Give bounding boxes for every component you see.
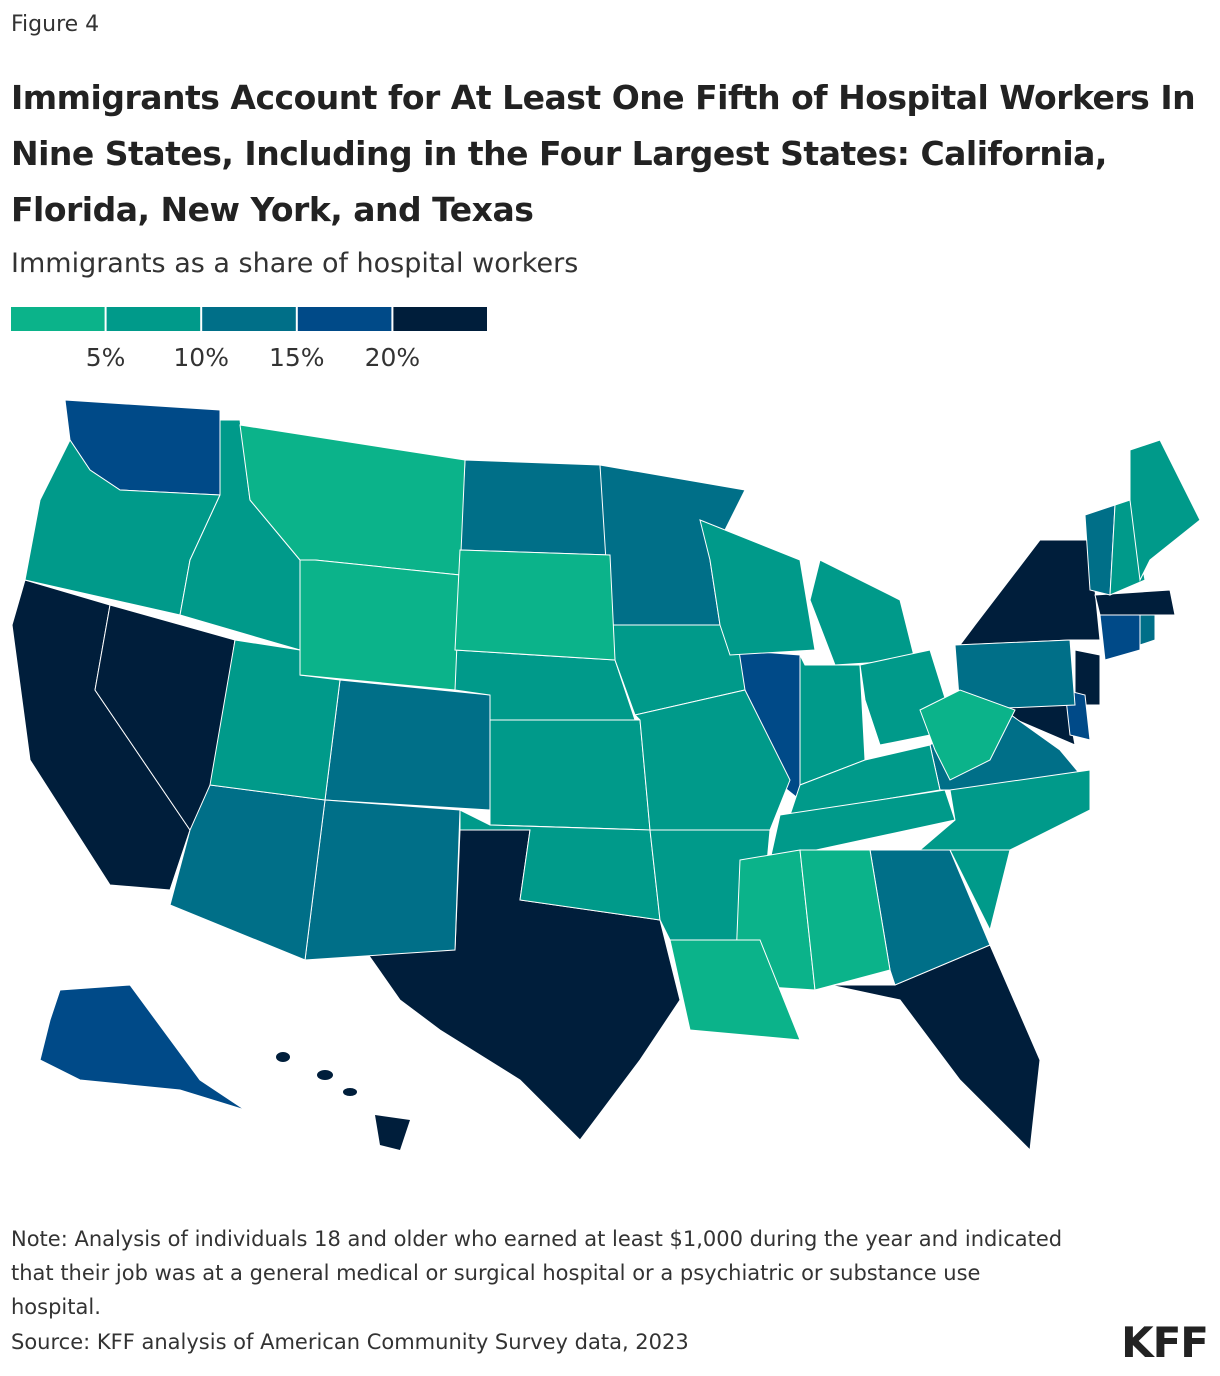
state-region [669, 939, 801, 1041]
state-region [324, 679, 491, 811]
state-region [489, 719, 651, 831]
map: 5% 10% 15% 20% [11, 307, 1201, 1152]
state-region [799, 849, 891, 991]
note: Note: Analysis of individuals 18 and old… [11, 1227, 1063, 1319]
chart-subtitle: Immigrants as a share of hospital worker… [11, 248, 579, 279]
island [276, 1052, 290, 1062]
chart-title: Immigrants Account for At Least One Fift… [11, 78, 1196, 229]
legend-tick-label: 15% [269, 343, 325, 372]
legend-tick-label: 10% [173, 343, 229, 372]
state-region [1109, 499, 1146, 596]
state-region [699, 519, 816, 656]
state-region [919, 689, 1016, 781]
legend-swatch [297, 307, 392, 331]
legend-swatch [393, 307, 487, 331]
state-region [39, 984, 246, 1111]
state-region [1074, 649, 1101, 706]
state-region [1094, 589, 1176, 616]
island [317, 1070, 333, 1080]
state-region [459, 459, 611, 556]
state-region [304, 799, 461, 961]
state-region [459, 809, 661, 921]
state-region [1099, 614, 1141, 661]
legend-swatch [106, 307, 201, 331]
state-region [809, 559, 916, 666]
legend-swatch [202, 307, 296, 331]
state-region [958, 539, 1101, 646]
state-region [1139, 614, 1156, 646]
state-region [276, 1052, 410, 1150]
island [375, 1115, 410, 1150]
island [343, 1088, 357, 1096]
legend-swatch [11, 307, 105, 331]
state-region [1129, 439, 1201, 582]
state-region [454, 549, 616, 661]
state-region [299, 559, 461, 691]
state-region [920, 849, 1011, 932]
state-region [954, 639, 1076, 711]
source: Source: KFF analysis of American Communi… [11, 1330, 689, 1354]
legend-tick-label: 20% [365, 343, 421, 372]
figure-label: Figure 4 [11, 12, 100, 37]
legend-tick-label: 5% [86, 343, 126, 372]
state-region [789, 744, 941, 816]
logo: KFF [1121, 1318, 1209, 1367]
